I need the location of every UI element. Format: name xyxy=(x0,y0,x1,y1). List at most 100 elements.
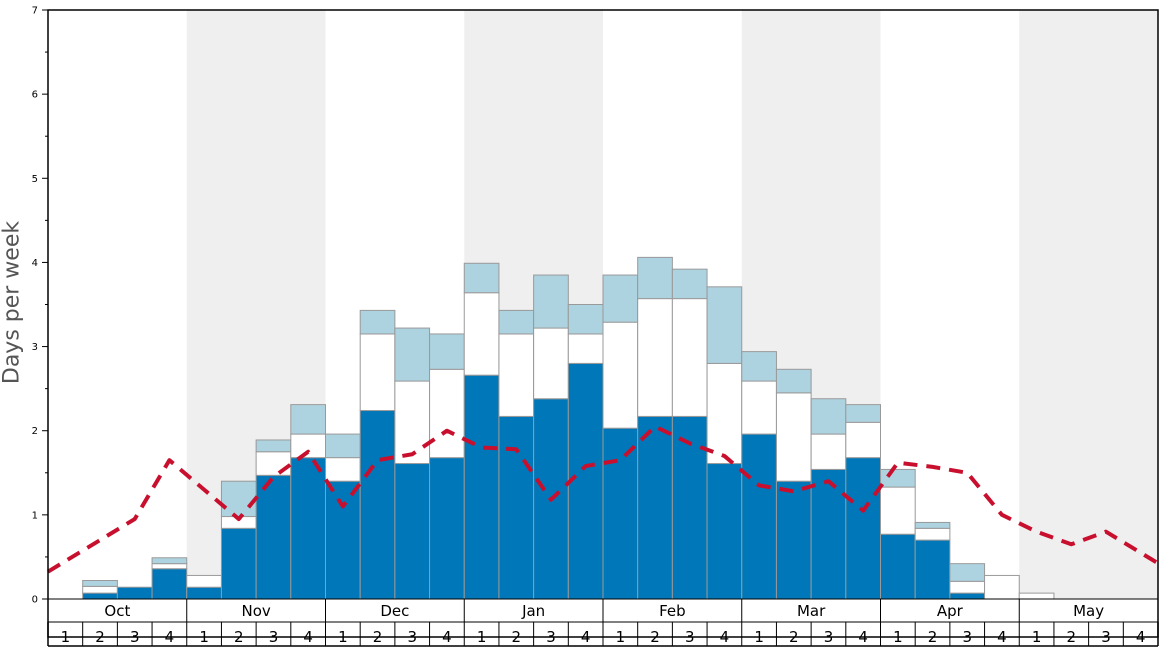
bar-segment xyxy=(810,468,847,600)
week-label: 2 xyxy=(95,628,105,646)
bar-segment xyxy=(741,380,777,435)
bar-segment xyxy=(914,521,951,529)
average-line xyxy=(46,424,1160,574)
y-axis-label: Days per week xyxy=(0,220,25,385)
bar-segment xyxy=(880,468,916,488)
week-label: 4 xyxy=(165,628,175,646)
bar-segment xyxy=(220,480,257,518)
bar-segment xyxy=(567,304,604,335)
month-label-nov: Nov xyxy=(241,602,270,620)
bar-segment xyxy=(220,527,257,600)
bar-segment xyxy=(775,480,812,600)
week-label: 1 xyxy=(1032,628,1042,646)
bar-segment xyxy=(186,574,222,588)
bar-segment xyxy=(775,368,812,394)
bar-segment xyxy=(845,404,881,423)
bar-segment xyxy=(637,298,673,417)
bar-segment xyxy=(290,404,326,435)
bar-segment xyxy=(602,321,639,429)
bar-segment xyxy=(429,368,465,459)
week-label: 3 xyxy=(1101,628,1111,646)
month-label-oct: Oct xyxy=(104,602,130,620)
bar-segment xyxy=(463,374,500,600)
bar-segment xyxy=(880,533,916,600)
bar-segment xyxy=(602,274,639,323)
month-label-jan: Jan xyxy=(521,602,545,620)
y-tick-label: 4 xyxy=(32,258,38,269)
y-tick-label: 0 xyxy=(32,595,38,606)
bar-segment xyxy=(82,585,118,594)
bar-segment xyxy=(671,298,708,417)
bar-segment xyxy=(498,415,535,600)
bar-segment xyxy=(810,398,847,435)
month-label-may: May xyxy=(1073,602,1104,620)
month-label-feb: Feb xyxy=(659,602,686,620)
week-label: 4 xyxy=(442,628,452,646)
bar-segment xyxy=(429,333,465,370)
week-label: 2 xyxy=(650,628,660,646)
bar-segment xyxy=(429,457,465,600)
bar-segment xyxy=(949,592,986,600)
bar-segment xyxy=(82,579,118,587)
bar-segment xyxy=(567,333,604,364)
bar-segment xyxy=(810,433,847,470)
month-label-apr: Apr xyxy=(937,602,964,620)
week-label: 1 xyxy=(616,628,626,646)
bar-segment xyxy=(706,286,743,364)
bar-segment xyxy=(637,256,673,300)
week-label: 3 xyxy=(962,628,972,646)
week-label: 3 xyxy=(546,628,556,646)
y-tick-label: 3 xyxy=(32,342,38,353)
month-label-mar: Mar xyxy=(797,602,826,620)
week-label: 2 xyxy=(512,628,522,646)
bar-segment xyxy=(255,474,292,600)
bar-segment xyxy=(498,309,535,335)
bar-segment xyxy=(255,451,292,476)
week-label: 2 xyxy=(234,628,244,646)
bar-segment xyxy=(394,463,431,600)
bar-segment xyxy=(498,333,535,417)
week-label: 4 xyxy=(1136,628,1146,646)
week-label: 2 xyxy=(373,628,383,646)
bar-segment xyxy=(706,463,743,600)
bar-segment xyxy=(151,568,188,600)
bar-segment xyxy=(325,480,361,600)
bar-segment xyxy=(984,574,1020,600)
month-shade-may xyxy=(1019,10,1158,599)
week-label: 3 xyxy=(130,628,140,646)
bar-segment xyxy=(394,327,431,382)
bar-segment xyxy=(151,563,188,570)
y-tick-label: 5 xyxy=(32,174,38,185)
month-label-dec: Dec xyxy=(380,602,409,620)
week-label: 2 xyxy=(928,628,938,646)
bar-segment xyxy=(949,580,986,594)
week-label: 1 xyxy=(61,628,71,646)
week-label: 3 xyxy=(269,628,279,646)
bar-segment xyxy=(533,274,569,329)
bar-segment xyxy=(359,410,396,600)
week-label: 3 xyxy=(824,628,834,646)
bar-segment xyxy=(359,333,396,412)
week-label: 2 xyxy=(789,628,799,646)
bar-segment xyxy=(914,539,951,600)
bar-segment xyxy=(567,362,604,600)
week-label: 4 xyxy=(858,628,868,646)
week-label: 3 xyxy=(407,628,417,646)
bar-segment xyxy=(1018,592,1055,600)
bar-segment xyxy=(82,592,118,600)
bar-segment xyxy=(880,486,916,535)
week-label: 1 xyxy=(477,628,487,646)
bar-segment xyxy=(845,421,881,459)
y-tick-label: 1 xyxy=(32,510,38,521)
week-label: 1 xyxy=(338,628,348,646)
bar-segment xyxy=(186,586,222,600)
y-tick-label: 2 xyxy=(32,426,38,437)
bar-segment xyxy=(845,457,881,600)
bar-segment xyxy=(463,262,500,294)
bar-segment xyxy=(775,392,812,482)
y-tick-label: 6 xyxy=(32,90,38,101)
bar-segment xyxy=(463,292,500,376)
week-label: 1 xyxy=(754,628,764,646)
axes-group: 0 1 2 3 4 5 6 7 Oct Nov Dec Jan Feb Mar Apr May 1 2 3 4 1 2 3 4… xyxy=(32,6,1159,647)
